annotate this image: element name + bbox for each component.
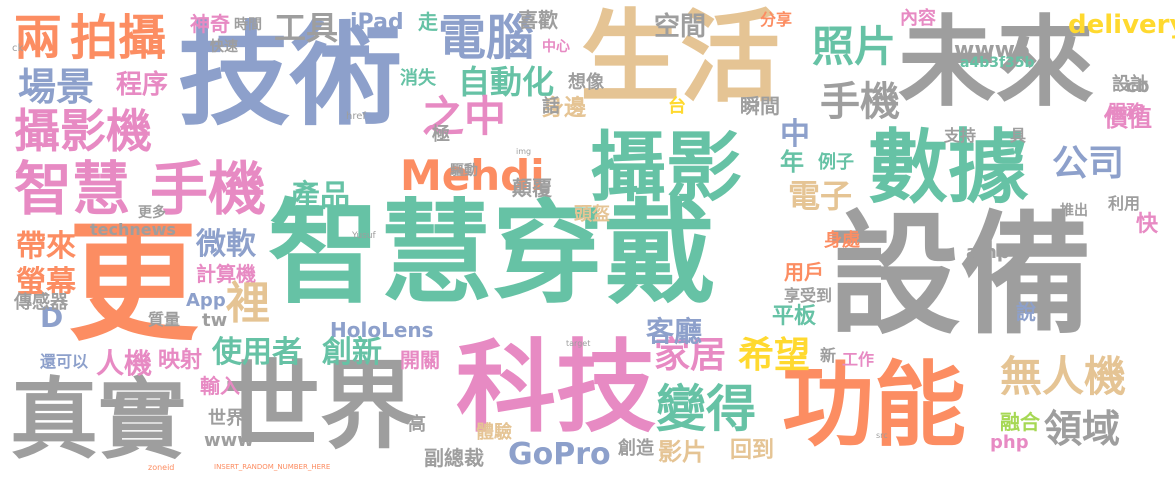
- word-www: www: [204, 432, 254, 450]
- word-shenqi: 神奇: [190, 14, 230, 34]
- word-wurenji: 無人機: [1000, 356, 1126, 398]
- word-chuanganqi: 傳感器: [14, 294, 68, 312]
- word-gengduo: 更多: [138, 206, 166, 220]
- word-dailai: 帶來: [16, 232, 76, 262]
- word-chengxu: 程序: [116, 72, 168, 98]
- word-zhichi: 支持: [944, 128, 976, 144]
- word-kuaisu: 快速: [210, 40, 238, 54]
- word-zhongxin: 中心: [542, 40, 570, 54]
- word-neirong: 內容: [900, 10, 936, 28]
- word-technews: technews: [90, 222, 176, 238]
- word-sheyingji: 攝影機: [14, 108, 152, 154]
- word-biande: 變得: [656, 384, 756, 434]
- word-delivery: delivery: [1068, 12, 1175, 38]
- word-yusuf: Yusuf: [352, 232, 376, 241]
- word-chuangzao: 創造: [618, 440, 654, 458]
- word-dianfu: 顛覆: [512, 178, 552, 198]
- word-tiyan: 體驗: [476, 424, 512, 442]
- word-shijie-small: 世界: [208, 410, 244, 428]
- word-zou: 走: [418, 12, 438, 32]
- word-php: php: [990, 434, 1029, 452]
- word-xiaoshi: 消失: [400, 70, 436, 88]
- word-gopro: GoPro: [508, 440, 611, 470]
- word-shouji-pink: 手機: [150, 160, 266, 218]
- word-shouji-gray: 手機: [820, 82, 900, 122]
- word-img: img: [516, 148, 531, 156]
- word-weiruan: 微軟: [196, 230, 256, 260]
- word-fuzongcai: 副總裁: [424, 448, 484, 468]
- word-renji: 人機: [96, 350, 152, 378]
- word-pingban: 平板: [772, 306, 816, 328]
- word-ipad: iPad: [350, 12, 404, 34]
- word-zhenshi: 真實: [10, 376, 186, 464]
- word-xiwang: 希望: [738, 338, 810, 374]
- word-lizi: 例子: [818, 154, 854, 172]
- word-href: href: [346, 112, 366, 122]
- word-zoneid: zoneid: [148, 464, 174, 472]
- word-shebei: 設備: [828, 210, 1092, 342]
- word-zhihui-chuandai: 智慧穿戴: [268, 198, 716, 310]
- word-tuichu: 推出: [1060, 204, 1088, 218]
- word-yonghu: 用戶: [784, 262, 824, 282]
- word-app: App: [186, 292, 226, 310]
- word-shuo: 說: [1016, 302, 1036, 322]
- word-shenchu: 身處: [824, 232, 860, 250]
- word-hua: 話: [542, 98, 560, 116]
- word-xihuan: 喜歡: [518, 10, 558, 30]
- word-zhiliang: 質量: [148, 312, 180, 328]
- word-shuru: 輸入: [200, 376, 240, 396]
- word-yingshe: 映射: [158, 350, 202, 372]
- word-gongsi: 公司: [1052, 146, 1124, 182]
- word-zhong: 中: [780, 120, 810, 150]
- word-cb: cb: [1126, 78, 1150, 96]
- word-qudong: 驅動: [450, 164, 478, 178]
- word-amp: amp: [966, 244, 1010, 262]
- word-zhaopian: 照片: [812, 26, 896, 68]
- word-kongjian: 空間: [654, 14, 706, 40]
- word-changjing: 場景: [18, 68, 94, 106]
- word-li: 裡: [226, 282, 270, 326]
- word-keting: 客廳: [646, 318, 702, 346]
- word-ronghe: 融合: [1000, 412, 1040, 432]
- word-nian: 年: [780, 150, 804, 174]
- word-tw: tw: [202, 312, 227, 330]
- word-xiangshoudao: 享受到: [784, 288, 832, 304]
- word-liang: 兩: [14, 14, 62, 62]
- word-jiazhi: 價值: [1104, 106, 1152, 130]
- word-tai: 台: [668, 98, 686, 116]
- word-dianzi: 電子: [788, 180, 852, 212]
- word-ji: 極: [432, 126, 450, 144]
- word-gao: 高: [408, 416, 426, 434]
- word-yingpian: 影片: [658, 440, 706, 464]
- word-xin: 新: [820, 348, 836, 364]
- word-xiangxiang: 想像: [568, 74, 604, 92]
- word-toukui: 頭盔: [574, 206, 610, 224]
- word-zhihui: 智慧: [14, 160, 130, 218]
- word-haikeyi: 還可以: [40, 354, 88, 370]
- word-gongzuo: 工作: [842, 352, 874, 368]
- word-shijian: 時間: [234, 18, 262, 32]
- word-chanpin: 產品: [290, 182, 350, 212]
- word-fenxiang: 分享: [760, 12, 792, 28]
- word-kuai: 快: [1136, 214, 1158, 236]
- word-shiyongzhe: 使用者: [212, 338, 302, 368]
- word-insert-random: INSERT_RANDOM_NUMBER_HERE: [214, 464, 330, 471]
- word-huidao: 回到: [730, 440, 774, 462]
- word-paishe: 拍攝: [70, 14, 166, 62]
- word-target: target: [566, 340, 590, 348]
- word-kaiguan: 開關: [400, 350, 440, 370]
- word-sheying: 攝影: [590, 130, 742, 206]
- word-liyong: 利用: [1108, 196, 1140, 212]
- word-a4b3f35b: a4b3f35b: [960, 56, 1035, 70]
- word-gongju: 工具: [274, 12, 338, 44]
- word-lingyu: 領域: [1044, 410, 1120, 448]
- word-src: src: [876, 432, 888, 440]
- word-ju: 具: [1010, 128, 1026, 144]
- word-ck: ck: [12, 44, 23, 54]
- word-chuangxin: 創新: [322, 338, 382, 368]
- word-shunjian: 瞬間: [740, 96, 780, 116]
